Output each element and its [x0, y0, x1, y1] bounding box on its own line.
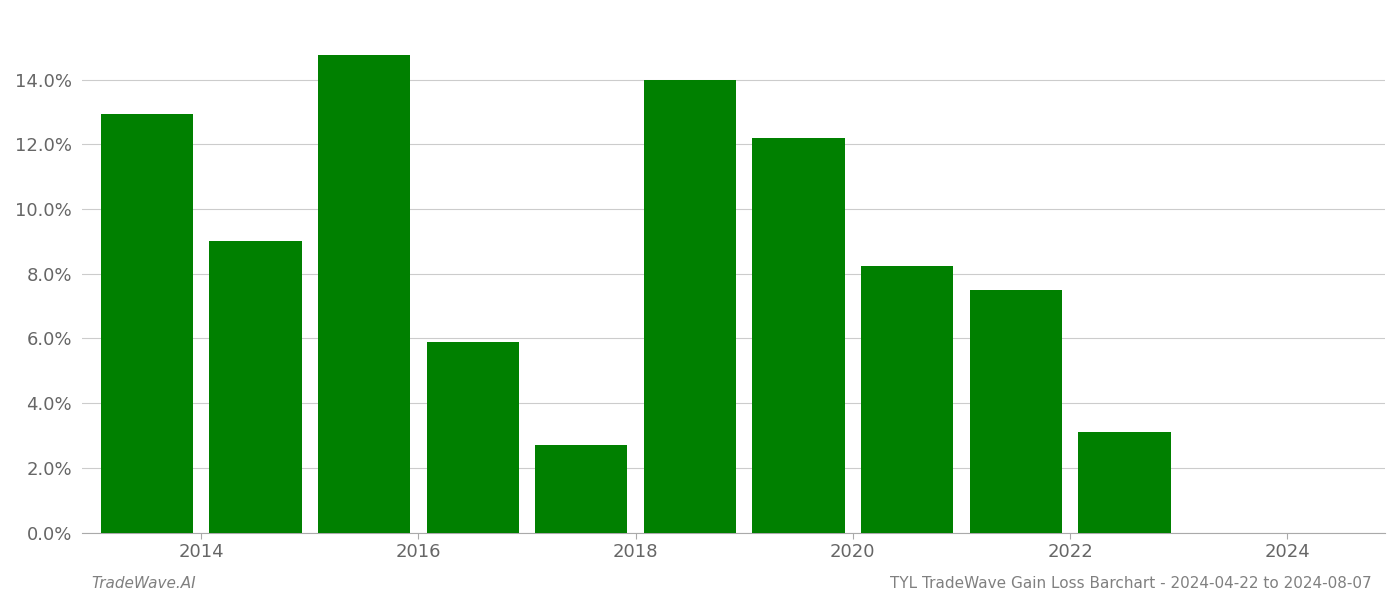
Bar: [101, 113, 193, 533]
Bar: [752, 138, 844, 533]
Bar: [644, 80, 736, 533]
Bar: [535, 445, 627, 533]
Bar: [1078, 433, 1170, 533]
Bar: [318, 55, 410, 533]
Text: TYL TradeWave Gain Loss Barchart - 2024-04-22 to 2024-08-07: TYL TradeWave Gain Loss Barchart - 2024-…: [890, 576, 1372, 591]
Bar: [861, 266, 953, 533]
Bar: [427, 342, 519, 533]
Bar: [970, 290, 1061, 533]
Text: TradeWave.AI: TradeWave.AI: [91, 576, 196, 591]
Bar: [210, 241, 301, 533]
